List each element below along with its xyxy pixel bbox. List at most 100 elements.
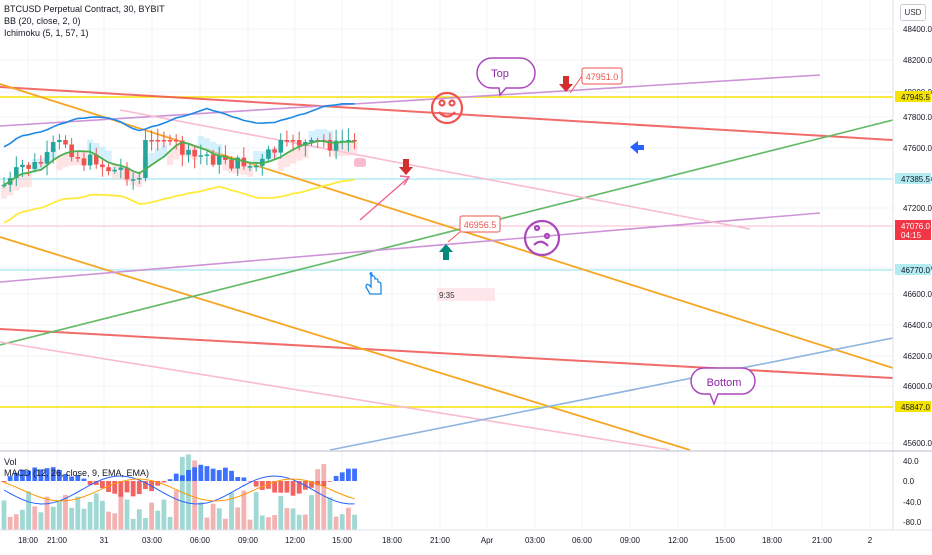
candle-body[interactable] <box>1 184 7 187</box>
macd-histogram-bar <box>13 472 19 481</box>
macd-histogram-bar <box>229 470 234 481</box>
candle-body[interactable] <box>32 162 38 169</box>
symbol-legend[interactable]: BTCUSD Perpetual Contract, 30, BYBIT <box>4 4 165 14</box>
candle-body[interactable] <box>106 167 111 172</box>
candle-body[interactable] <box>130 179 136 181</box>
macd-pane[interactable] <box>1 454 357 530</box>
candle-body[interactable] <box>235 157 240 169</box>
candle-body[interactable] <box>260 158 265 166</box>
candle-body[interactable] <box>352 140 357 142</box>
candle-body[interactable] <box>57 140 62 143</box>
arrow-up-marker[interactable] <box>439 244 453 260</box>
top-callout[interactable]: Top <box>476 57 536 97</box>
ichimoku-base-line[interactable] <box>3 178 355 224</box>
candle-body[interactable] <box>118 167 124 170</box>
macd-line[interactable] <box>3 475 355 505</box>
arrow-down-marker-1[interactable] <box>399 159 413 175</box>
price-label-mid[interactable]: 46956.5 <box>447 215 501 243</box>
pointing-hand-icon <box>365 271 382 295</box>
volume-bar <box>13 514 19 530</box>
candlestick-series[interactable] <box>1 128 357 192</box>
time-axis[interactable]: 18:00 21:00 31 03:00 06:00 09:00 12:00 15:00 18:… <box>18 536 873 545</box>
arrow-left-marker[interactable] <box>630 141 644 154</box>
candle-body[interactable] <box>75 157 81 159</box>
candle-body[interactable] <box>180 140 185 155</box>
trendline-pink-lower[interactable] <box>0 341 671 451</box>
arrow-down-marker-2[interactable] <box>559 76 573 92</box>
candle-body[interactable] <box>333 140 339 151</box>
candle-body[interactable] <box>44 151 50 164</box>
candle-body[interactable] <box>155 140 161 142</box>
trendline-red-upper[interactable] <box>0 86 894 141</box>
projection-arrow[interactable] <box>359 177 409 221</box>
candle-body[interactable] <box>186 149 191 155</box>
candle-body[interactable] <box>143 140 148 178</box>
candle-body[interactable] <box>38 162 44 164</box>
candle-body[interactable] <box>296 140 302 146</box>
candle-body[interactable] <box>192 149 197 157</box>
ichimoku-legend[interactable]: Ichimoku (5, 1, 57, 1) <box>4 28 89 38</box>
candle-body[interactable] <box>26 164 31 169</box>
candle-body[interactable] <box>278 140 284 153</box>
ichimoku-conversion-line[interactable] <box>3 140 355 186</box>
trendline-orange-upper[interactable] <box>0 83 894 369</box>
candle-body[interactable] <box>100 164 105 168</box>
smiley-face-icon[interactable] <box>430 91 464 125</box>
candle-body[interactable] <box>290 140 296 142</box>
sad-face-icon[interactable] <box>523 219 561 257</box>
time-tick-label: 12:00 <box>285 536 306 545</box>
trendline-green[interactable] <box>0 119 894 346</box>
bottom-callout[interactable]: Bottom <box>690 367 756 407</box>
trendline-pink-upper[interactable] <box>119 109 751 230</box>
candle-body[interactable] <box>167 140 173 142</box>
time-tick-label: 12:00 <box>668 536 689 545</box>
candle-body[interactable] <box>346 140 351 142</box>
candle-body[interactable] <box>124 167 130 180</box>
candle-body[interactable] <box>93 154 99 165</box>
candle-body[interactable] <box>149 140 154 142</box>
candle-body[interactable] <box>216 155 222 165</box>
macd-histogram-bar <box>143 481 148 490</box>
macd-histogram-bar <box>161 481 167 483</box>
candle-body[interactable] <box>253 165 259 168</box>
bb-legend[interactable]: BB (20, close, 2, 0) <box>4 16 81 26</box>
vol-legend[interactable]: Vol <box>4 457 17 467</box>
volume-bar <box>259 515 265 530</box>
candle-body[interactable] <box>137 177 142 180</box>
macd-legend[interactable]: MACD (12, 26, close, 9, EMA, EMA) <box>4 468 150 478</box>
candle-body[interactable] <box>87 154 93 166</box>
candle-body[interactable] <box>247 166 253 168</box>
candle-body[interactable] <box>112 169 117 172</box>
trendline-violet-lower[interactable] <box>0 212 821 283</box>
macd-signal-line[interactable] <box>3 478 355 502</box>
trendline-violet-upper[interactable] <box>0 74 821 127</box>
candle-body[interactable] <box>266 149 271 159</box>
macd-histogram-bar <box>333 475 339 481</box>
candle-body[interactable] <box>161 140 167 142</box>
candle-body[interactable] <box>309 140 314 142</box>
candle-body[interactable] <box>50 142 56 152</box>
macd-tick-label: 0.0 <box>903 477 915 486</box>
candle-body[interactable] <box>223 155 228 160</box>
candle-body[interactable] <box>204 154 210 156</box>
price-label-high[interactable]: 47951.0 <box>569 67 623 94</box>
candle-body[interactable] <box>210 154 216 165</box>
candle-body[interactable] <box>327 140 333 151</box>
candle-body[interactable] <box>173 140 179 142</box>
cloud-segment <box>314 129 321 142</box>
candle-body[interactable] <box>284 140 290 142</box>
candle-body[interactable] <box>20 164 25 168</box>
candle-body[interactable] <box>14 167 19 179</box>
price-tick-label: 48200.0 <box>903 56 932 65</box>
candle-body[interactable] <box>198 155 204 157</box>
candle-body[interactable] <box>63 140 68 145</box>
candle-body[interactable] <box>229 159 234 169</box>
trendline-blue[interactable] <box>329 337 894 451</box>
pink-badge-icon <box>354 158 366 167</box>
bb-upper-band[interactable] <box>3 103 355 148</box>
macd-histogram-bar <box>44 468 50 481</box>
candle-body[interactable] <box>272 149 277 153</box>
candle-body[interactable] <box>81 158 87 166</box>
currency-button[interactable]: USD <box>900 4 926 21</box>
